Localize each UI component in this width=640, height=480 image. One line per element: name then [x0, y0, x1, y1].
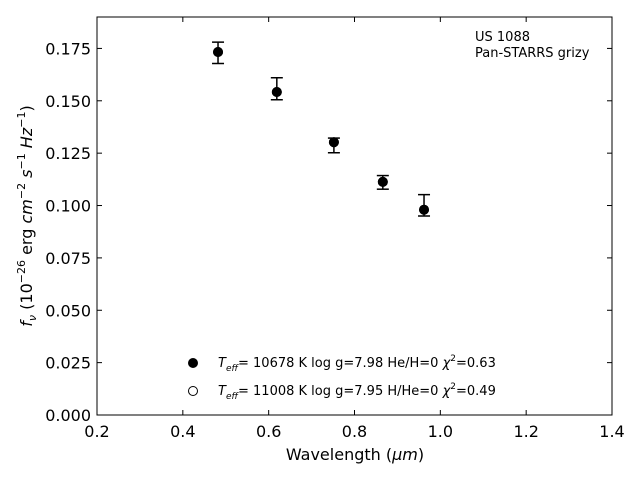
- x-tick-label: 1.0: [428, 422, 453, 441]
- legend-label-1: Teff= 10678 K log g=7.98 He/H=0 χ2=0.63: [218, 354, 496, 374]
- y-tick-label: 0.150: [45, 92, 91, 111]
- y-tick-label: 0.000: [45, 406, 91, 425]
- y-tick-label: 0.125: [45, 144, 91, 163]
- model-point-filled: [419, 204, 430, 215]
- model-point-filled: [328, 137, 339, 148]
- x-tick-label: 1.2: [513, 422, 538, 441]
- legend: Teff= 10678 K log g=7.98 He/H=0 χ2=0.63 …: [188, 354, 496, 402]
- y-axis-ticks: 0.000 0.025 0.050 0.075 0.100 0.125 0.150 0.175: [45, 39, 612, 425]
- x-tick-label: 0.8: [342, 422, 367, 441]
- legend-label-2: Teff= 11008 K log g=7.95 H/He=0 χ2=0.49: [218, 382, 496, 402]
- y-tick-label: 0.050: [45, 301, 91, 320]
- x-tick-label: 0.4: [170, 422, 195, 441]
- y-tick-label: 0.175: [45, 39, 91, 58]
- legend-marker-filled: [188, 358, 198, 368]
- y-tick-label: 0.100: [45, 197, 91, 216]
- survey-name: Pan-STARRS grizy: [475, 46, 590, 61]
- x-tick-label: 1.4: [599, 422, 624, 441]
- y-tick-label: 0.075: [45, 249, 91, 268]
- legend-marker-open: [188, 386, 198, 396]
- model-point-filled: [377, 176, 388, 187]
- x-axis-ticks: 0.2 0.4 0.6 0.8 1.0 1.2 1.4: [84, 17, 625, 441]
- y-tick-label: 0.025: [45, 354, 91, 373]
- x-tick-label: 0.6: [256, 422, 281, 441]
- x-tick-label: 0.2: [84, 422, 109, 441]
- model-point-filled: [271, 86, 282, 97]
- model-point-filled: [213, 46, 224, 57]
- data-markers: [213, 46, 430, 215]
- plot-area: [96, 16, 613, 416]
- object-name: US 1088: [475, 30, 530, 45]
- x-axis-label: Wavelength (μm): [286, 445, 424, 464]
- y-axis-label: fν (10−26 erg cm−2 s−1 Hz−1): [15, 105, 39, 326]
